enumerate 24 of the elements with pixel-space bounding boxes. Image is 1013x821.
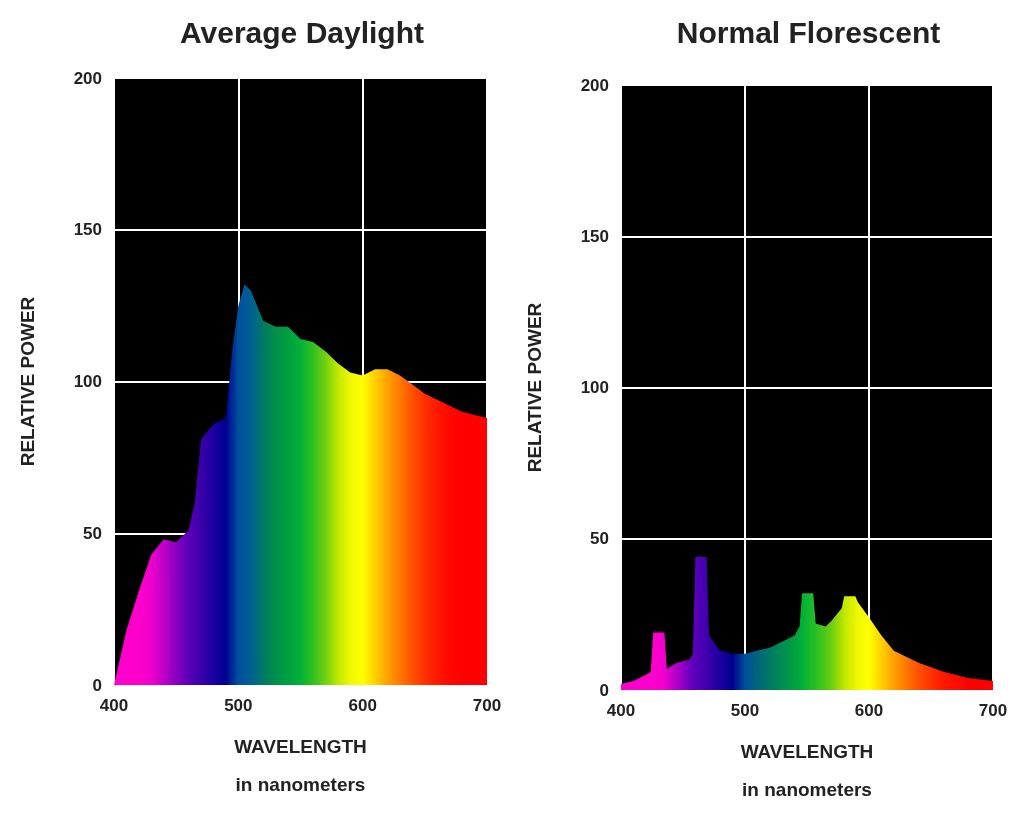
- chart-title: Average Daylight: [180, 15, 424, 49]
- y-tick-label: 200: [580, 75, 609, 95]
- x-tick-label: 400: [99, 696, 129, 715]
- y-tick-label: 200: [73, 68, 102, 88]
- y-tick-label: 50: [590, 529, 609, 549]
- y-tick-label: 50: [83, 523, 102, 543]
- x-tick-label: 700: [472, 696, 502, 715]
- y-tick-label: 0: [599, 680, 609, 700]
- y-tick-label: 150: [580, 226, 609, 246]
- x-axis-title: WAVELENGTH in nanometers: [234, 735, 367, 795]
- y-tick-label: 150: [73, 220, 102, 240]
- x-axis-title: WAVELENGTH in nanometers: [740, 740, 874, 800]
- x-tick-label: 600: [348, 696, 377, 715]
- y-axis-title: RELATIVE POWER: [16, 296, 38, 467]
- y-tick-label: 0: [92, 675, 102, 695]
- y-tick-label: 100: [580, 378, 609, 397]
- chart-title: Normal Florescent: [676, 15, 941, 49]
- y-axis-title: RELATIVE POWER: [523, 302, 545, 473]
- x-tick-label: 700: [978, 701, 1008, 720]
- x-tick-label: 600: [854, 701, 884, 720]
- x-tick-label: 500: [730, 701, 760, 720]
- x-tick-label: 500: [224, 696, 253, 715]
- y-tick-label: 100: [73, 372, 102, 391]
- x-tick-label: 400: [606, 701, 636, 720]
